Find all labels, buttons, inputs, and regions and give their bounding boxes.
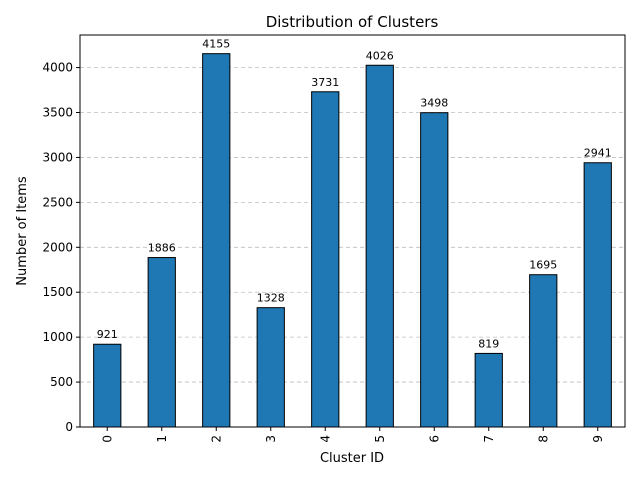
x-tick-label: 9: [591, 435, 605, 443]
bar-cluster-9: [583, 162, 612, 428]
bar-cluster-7: [474, 352, 503, 428]
y-tick-label: 2000: [42, 240, 73, 254]
bar-cluster-5: [365, 64, 394, 428]
y-tick-label: 2500: [42, 195, 73, 209]
data-label-cluster-4: 3731: [311, 76, 339, 89]
data-label-cluster-0: 921: [97, 328, 118, 341]
x-tick-label: 8: [536, 435, 550, 443]
data-label-cluster-2: 4155: [202, 38, 230, 51]
chart-title: Distribution of Clusters: [266, 13, 439, 31]
y-axis-ticks: 0 500 1000 1500 2000 2500 3000 3500 4000: [42, 61, 80, 434]
data-label-cluster-9: 2941: [584, 147, 612, 160]
bar-cluster-8: [529, 274, 558, 428]
x-tick-label: 5: [373, 435, 387, 443]
bar-cluster-4: [311, 91, 340, 428]
x-axis-title: Cluster ID: [320, 451, 384, 466]
bar-cluster-6: [420, 112, 449, 428]
plot-frame: [79, 34, 626, 428]
y-axis-title: Number of Items: [15, 176, 30, 286]
x-tick-label: 4: [318, 435, 332, 443]
y-tick-label: 1500: [42, 285, 73, 299]
bar-cluster-0: [93, 343, 122, 428]
y-tick-label: 500: [50, 375, 73, 389]
y-tick-label: 3000: [42, 150, 73, 164]
data-label-cluster-3: 1328: [257, 292, 285, 305]
data-label-cluster-1: 1886: [148, 242, 176, 255]
bars: [93, 53, 612, 428]
x-tick-label: 7: [482, 435, 496, 443]
x-axis-ticks: 0 1 2 3 4 5 6 7 8 9: [100, 427, 605, 443]
data-label-cluster-7: 819: [478, 337, 499, 350]
x-tick-label: 1: [155, 435, 169, 443]
y-tick-label: 3500: [42, 106, 73, 120]
y-tick-label: 1000: [42, 330, 73, 344]
x-tick-label: 0: [100, 435, 114, 443]
y-tick-label: 0: [65, 420, 73, 434]
bar-cluster-2: [202, 53, 231, 428]
data-labels: 921 1886 4155 1328 3731 4026 3498 819 1695 2941: [97, 38, 612, 351]
x-tick-label: 2: [209, 435, 223, 443]
bar-cluster-3: [256, 307, 285, 428]
x-tick-label: 3: [264, 435, 278, 443]
y-tick-label: 4000: [42, 61, 73, 75]
data-label-cluster-6: 3498: [420, 97, 448, 110]
bar-cluster-1: [147, 257, 176, 428]
data-label-cluster-5: 4026: [366, 49, 394, 62]
x-tick-label: 6: [427, 435, 441, 443]
data-label-cluster-8: 1695: [529, 259, 557, 272]
